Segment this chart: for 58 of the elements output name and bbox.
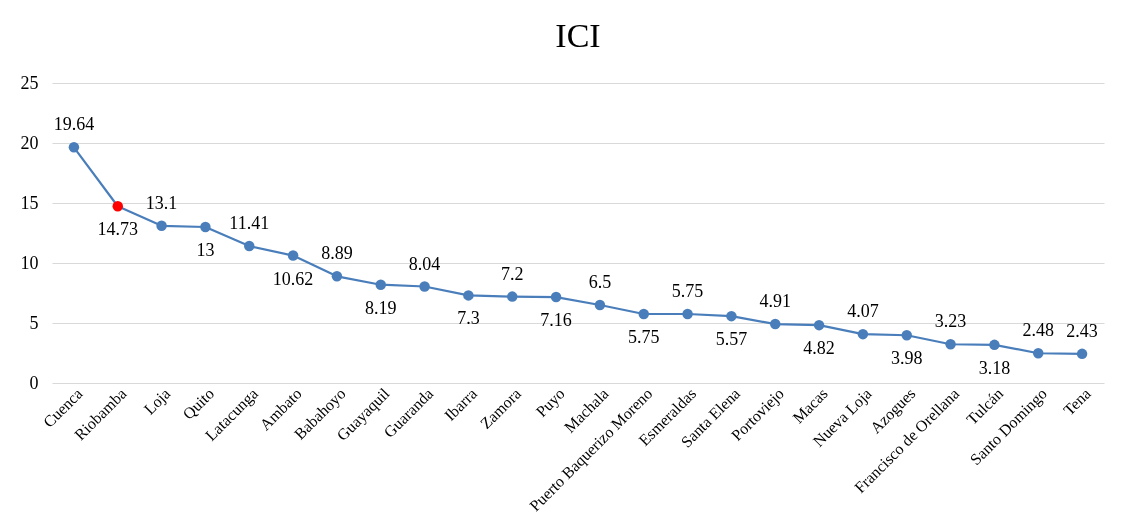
data-label: 7.16 bbox=[540, 310, 572, 331]
data-label: 19.64 bbox=[53, 114, 95, 135]
point bbox=[244, 240, 255, 252]
point bbox=[770, 318, 781, 330]
point bbox=[638, 308, 649, 320]
data-label: 5.57 bbox=[715, 329, 748, 350]
point bbox=[1033, 348, 1044, 359]
point bbox=[857, 328, 869, 340]
point bbox=[682, 308, 693, 320]
data-label: 5.75 bbox=[628, 327, 660, 347]
data-label: 4.82 bbox=[803, 338, 835, 359]
data-label: 5.75 bbox=[671, 281, 704, 301]
y-tick-label: 15 bbox=[20, 192, 39, 213]
point bbox=[594, 299, 606, 311]
data-label: 3.23 bbox=[934, 311, 967, 332]
data-label: 7.3 bbox=[457, 308, 480, 329]
point bbox=[726, 310, 737, 322]
data-label: 14.73 bbox=[97, 219, 138, 240]
point bbox=[419, 281, 430, 292]
data-label: 4.07 bbox=[847, 301, 879, 322]
point bbox=[813, 319, 825, 331]
point bbox=[287, 250, 299, 261]
point bbox=[200, 221, 211, 233]
data-label: 3.98 bbox=[891, 348, 923, 369]
point bbox=[112, 201, 123, 212]
data-label: 4.91 bbox=[759, 291, 791, 312]
data-label: 10.62 bbox=[272, 268, 314, 289]
chart-title: ICI bbox=[555, 17, 601, 54]
point bbox=[989, 339, 1000, 351]
y-tick-label: 0 bbox=[29, 372, 39, 393]
y-tick-label: 25 bbox=[20, 72, 39, 93]
point bbox=[507, 291, 518, 302]
data-label: 8.19 bbox=[365, 297, 397, 318]
data-label: 6.5 bbox=[588, 272, 612, 292]
data-label: 2.43 bbox=[1066, 320, 1098, 341]
y-tick-label: 5 bbox=[29, 312, 39, 333]
point bbox=[156, 220, 167, 232]
y-tick-label: 10 bbox=[20, 252, 39, 273]
data-label: 3.18 bbox=[978, 357, 1011, 378]
point bbox=[550, 291, 562, 303]
data-label: 13.1 bbox=[145, 192, 178, 213]
data-label: 8.04 bbox=[408, 253, 441, 274]
point bbox=[463, 290, 474, 301]
point bbox=[331, 271, 343, 282]
data-label: 2.48 bbox=[1022, 320, 1054, 341]
x-tick-label: Loja bbox=[140, 384, 175, 419]
point bbox=[1076, 348, 1088, 360]
y-tick-label: 20 bbox=[20, 132, 39, 153]
point bbox=[68, 142, 80, 153]
point bbox=[375, 279, 386, 290]
data-label: 11.41 bbox=[229, 213, 270, 234]
data-label: 8.89 bbox=[321, 243, 353, 264]
x-tick-label: Tena bbox=[1060, 384, 1094, 419]
data-label: 13 bbox=[196, 240, 215, 260]
x-tick-label: Puyo bbox=[532, 384, 569, 421]
point bbox=[945, 339, 956, 350]
point bbox=[901, 330, 912, 341]
data-label: 7.2 bbox=[501, 263, 524, 284]
